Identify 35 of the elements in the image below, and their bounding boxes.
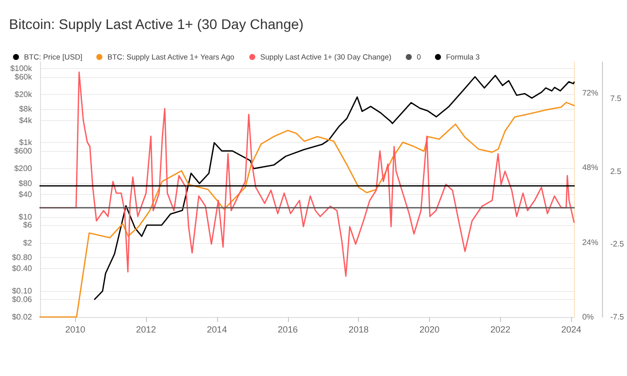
- y-tick-label: $4k: [19, 116, 33, 125]
- x-tick-label: 2024: [561, 324, 582, 334]
- y-tick-label: $0.80: [12, 253, 33, 262]
- x-tick-label: 2014: [206, 324, 227, 334]
- x-tick-label: 2010: [65, 324, 86, 334]
- y-tick-label: $8k: [19, 104, 33, 114]
- chart-title: Bitcoin: Supply Last Active 1+ (30 Day Change): [9, 16, 304, 32]
- y-tick-label: $0.06: [12, 294, 33, 304]
- y-tick-label: $2: [23, 238, 33, 248]
- x-tick-label: 2012: [136, 324, 156, 334]
- y-tick-label: $200: [14, 164, 33, 174]
- y-tick-label: $40: [18, 190, 33, 200]
- y-tick-label: $600: [14, 146, 33, 156]
- y2-tick-label: 72%: [582, 88, 598, 98]
- y3-tick-label: -2.5: [610, 240, 625, 249]
- y-tick-label: $0.02: [12, 312, 33, 322]
- y2-tick-label: 0%: [582, 312, 594, 322]
- y-tick-label: $10: [18, 212, 33, 222]
- y-tick-label: $6: [23, 220, 33, 230]
- x-tick-label: 2018: [348, 324, 369, 334]
- y3-tick-label: 2.5: [610, 166, 622, 176]
- x-tick-label: 2020: [419, 324, 440, 334]
- y-tick-label: $100k: [10, 64, 33, 74]
- y-tick-label: $0.10: [12, 286, 33, 296]
- x-tick-label: 2022: [490, 324, 510, 334]
- y-tick-label: $1k: [19, 138, 33, 148]
- y3-tick-label: 7.5: [610, 94, 622, 103]
- y2-tick-label: 24%: [582, 238, 598, 247]
- y-tick-label: $20k: [14, 90, 33, 99]
- y-tick-label: $0.40: [12, 264, 33, 274]
- y3-tick-label: -7.5: [610, 312, 625, 322]
- y2-tick-label: 48%: [582, 163, 598, 172]
- x-tick-label: 2016: [278, 324, 298, 334]
- y-tick-label: $80: [18, 178, 33, 188]
- y-tick-label: $60k: [14, 72, 33, 82]
